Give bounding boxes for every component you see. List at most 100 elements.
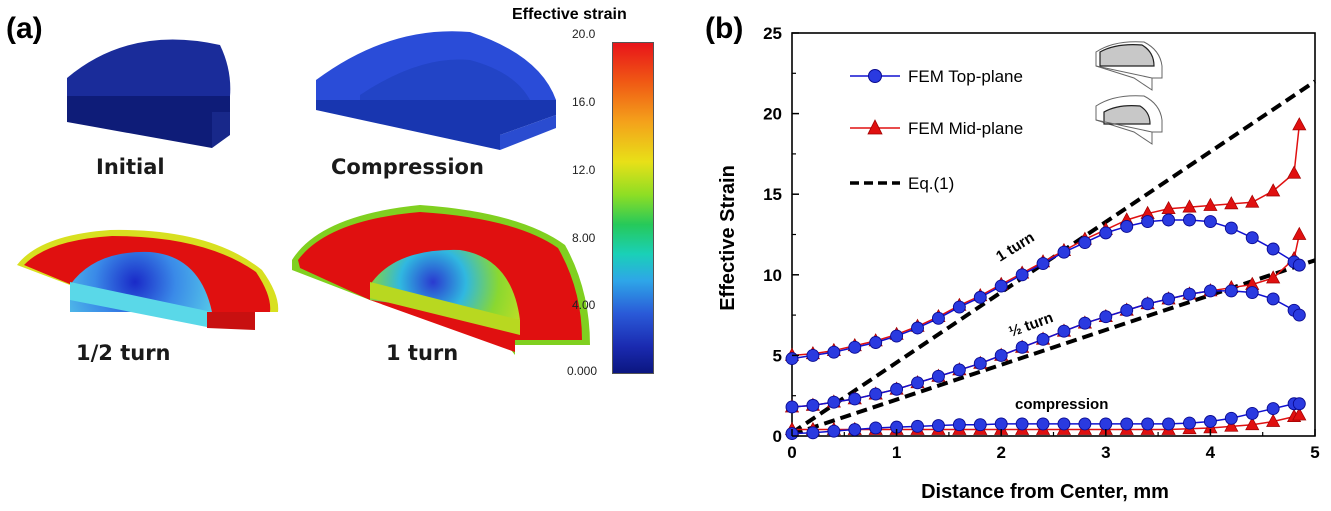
top-plane-point [1015,417,1029,431]
mid-plane-point [1182,199,1197,213]
top-plane-point [806,426,820,440]
top-plane-point [994,279,1008,293]
compression-render [316,31,556,150]
colorbar-tick: 0.000 [567,364,598,378]
top-plane-point [785,400,799,414]
top-plane-point [994,348,1008,362]
one-turn-label: 1 turn [386,341,459,365]
chart-ticks: 0 1 2 3 4 5 0 5 10 15 20 25 [763,24,1320,462]
panel-b-label: (b) [705,12,744,45]
fem-renders [17,31,590,355]
top-plane-point [931,311,945,325]
y-axis-title: Effective Strain [717,165,739,311]
top-plane-point [869,421,883,435]
colorbar-tick: 16.0 [572,95,596,109]
top-plane-point [827,395,841,409]
one-turn-render [292,205,590,355]
mid-plane-point [1245,194,1260,208]
top-plane-point [1292,308,1306,322]
top-plane-point [1120,303,1134,317]
top-plane-point [1224,411,1238,425]
top-plane-point [1245,286,1259,299]
top-plane-point [1203,415,1217,428]
top-plane-point [1099,417,1113,431]
mid-plane-point [1292,407,1307,421]
mid-plane-point [1203,197,1218,211]
legend-top-label: FEM Top-plane [908,67,1023,86]
top-plane-point [1036,417,1050,431]
mid-plane-point [1266,413,1281,427]
top-plane-point [1292,397,1306,411]
top-plane-point [890,329,904,343]
legend-top-marker [868,69,882,83]
y-tick-label: 15 [763,185,782,204]
effective-strain-chart: 0 1 2 3 4 5 0 5 10 15 20 25 FEM Top-plane FEM Mid-p… [717,24,1320,503]
top-plane-point [931,369,945,383]
top-plane-line [791,290,1300,408]
initial-label: Initial [96,155,165,179]
top-plane-point [1292,258,1306,272]
top-plane-point [1183,213,1196,227]
top-plane-point [1120,417,1134,431]
legend-eq-label: Eq.(1) [908,174,954,193]
y-tick-label: 0 [773,427,782,446]
top-plane-point [952,363,966,377]
top-plane-point [848,340,862,354]
top-plane-point [1078,417,1092,431]
chart-series [784,79,1317,441]
colorbar-title: Effective strain [512,6,627,23]
x-tick-label: 1 [892,443,901,462]
plot-frame [791,32,1316,437]
top-plane-point [1099,310,1113,324]
mid-plane-point [1266,183,1281,197]
top-plane-point [1266,402,1280,416]
top-plane-point [1224,284,1238,298]
x-tick-label: 3 [1101,443,1110,462]
mid-plane-point [1292,117,1307,131]
top-plane-point [1141,297,1155,311]
top-plane-point [1015,340,1029,354]
half-turn-render [17,229,279,330]
top-plane-point [806,398,820,412]
top-plane-point [1224,221,1238,235]
mid-plane-point [1286,165,1302,179]
top-plane-point [1141,215,1155,229]
top-plane-point [1183,287,1196,301]
top-plane-point [1036,257,1050,270]
y-tick-label: 25 [763,24,782,43]
top-plane-point [994,417,1008,431]
top-plane-point [1266,242,1280,256]
top-plane-point [931,419,945,432]
top-plane-point [827,345,841,359]
top-plane-point [1183,416,1196,430]
mid-plane-point [1266,270,1281,284]
top-plane-point [1099,226,1113,240]
colorbar-tick: 20.0 [572,27,596,41]
top-plane-point [1162,417,1176,431]
annotation-compression: compression [1015,396,1108,413]
y-tick-label: 20 [763,105,782,124]
x-tick-label: 0 [787,443,796,462]
top-plane-point [848,392,862,406]
top-plane-point [1078,316,1092,330]
top-plane-point [1057,324,1071,338]
top-plane-point [911,321,924,335]
top-plane-point [890,382,904,396]
top-plane-point [952,300,966,314]
top-plane-point [1245,406,1259,420]
legend-mid-label: FEM Mid-plane [908,119,1023,138]
top-plane-point [869,387,883,401]
top-plane-point [1245,231,1259,245]
top-plane-point [952,418,966,432]
top-plane-point [1120,219,1134,233]
legend-mid-marker [867,119,883,135]
compression-label: Compression [331,155,484,179]
chart-legend: FEM Top-plane FEM Mid-plane Eq.(1) [850,67,1023,193]
mid-plane-inset [1095,95,1163,145]
mid-plane-point [1224,196,1239,210]
top-plane-point [1162,292,1176,306]
x-tick-label: 5 [1310,443,1319,462]
annotation-one-turn: 1 turn [993,229,1037,265]
initial-render [67,39,231,148]
top-plane-point [806,348,820,362]
